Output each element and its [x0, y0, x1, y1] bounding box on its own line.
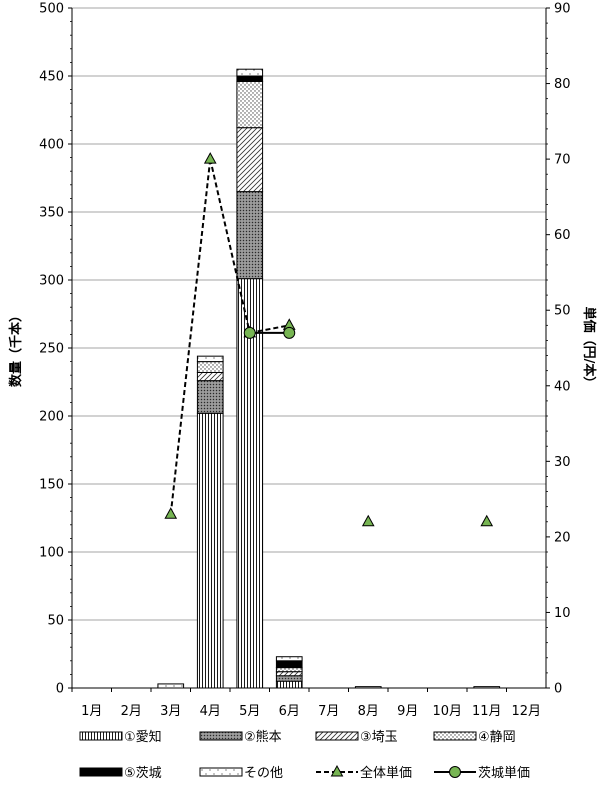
y2-tick-label: 70 [554, 153, 571, 168]
legend-swatch [79, 731, 123, 741]
y-tick-label: 150 [39, 478, 64, 493]
y-axis-title: 数量（千本） [8, 309, 24, 387]
y-tick-label: 200 [39, 410, 64, 425]
y-tick-label: 100 [39, 546, 64, 561]
line-segment-overall [249, 324, 290, 334]
legend-label: ④静岡 [478, 730, 516, 745]
bar-segment [196, 412, 224, 689]
y2-tick-label: 40 [554, 379, 571, 394]
x-tick-label: 11月 [472, 704, 502, 719]
bar-segment [196, 355, 224, 363]
bars [157, 68, 501, 689]
bar-segment [275, 675, 303, 682]
bar-segment [275, 667, 303, 673]
bar-segment [236, 68, 264, 77]
bar-segment [236, 80, 264, 129]
x-tick-label: 6月 [279, 704, 300, 719]
y2-tick-label: 0 [554, 682, 562, 697]
marker-ibaraki-price [243, 326, 256, 339]
bar-segment [275, 671, 303, 677]
legend-swatch [433, 731, 477, 741]
legend-label: ②熊本 [244, 729, 282, 745]
y-tick-label: 50 [47, 614, 64, 629]
x-tick-label: 3月 [160, 704, 181, 719]
legend-label: 全体単価 [360, 765, 412, 781]
y2-tick-label: 30 [554, 455, 571, 470]
y-tick-label: 500 [39, 2, 64, 17]
y-tick-label: 400 [39, 138, 64, 153]
y2-tick-label: 20 [554, 530, 571, 545]
legend-label: 茨城単価 [478, 765, 530, 781]
bar-segment [236, 191, 264, 280]
marker-overall-price [203, 152, 217, 164]
x-tick-label: 10月 [432, 704, 462, 719]
bar-segment [473, 686, 501, 689]
y-tick-label: 0 [56, 682, 64, 697]
bar-segment [236, 127, 264, 193]
x-tick-label: 8月 [358, 704, 379, 719]
bar-segment [236, 278, 264, 689]
y-tick-label: 300 [39, 274, 64, 289]
y2-axis-title: 単価（円/本） [581, 307, 597, 390]
x-tick-label: 7月 [318, 704, 339, 719]
x-tick-label: 12月 [511, 704, 541, 719]
x-tick-label: 2月 [121, 704, 142, 719]
x-tick-label: 4月 [200, 704, 221, 719]
legend-swatch-marker [330, 764, 344, 777]
bar-segment [196, 371, 224, 382]
legend-swatch [315, 731, 359, 741]
bar-segment [275, 660, 303, 669]
bar-segment [236, 75, 264, 82]
legend-label: ①愛知 [124, 729, 162, 745]
lines [164, 152, 494, 527]
y-tick-label: 450 [39, 70, 64, 85]
y2-tick-label: 90 [554, 2, 571, 17]
y-tick-label: 350 [39, 206, 64, 221]
bar-segment [196, 361, 224, 373]
line-segment-overall [169, 159, 212, 515]
y-axis-left: 0 50 100 150 200 250 300 350 400 450 500 [39, 2, 73, 697]
bar-segment [275, 656, 303, 662]
line-segment-overall [209, 158, 251, 334]
y2-tick-label: 80 [554, 77, 571, 92]
legend: ①愛知 ②熊本 ③埼玉 ④静岡 ⑤茨城 その他 全体単価 茨城単価 [79, 729, 530, 781]
marker-overall-price [361, 514, 375, 527]
legend-swatch [199, 767, 243, 777]
marker-ibaraki-price [283, 326, 296, 339]
legend-label: その他 [244, 766, 283, 781]
marker-overall-price [164, 507, 178, 519]
legend-label: ③埼玉 [360, 730, 398, 745]
legend-swatch [79, 767, 123, 777]
gridlines [72, 7, 546, 621]
x-tick-label: 5月 [239, 704, 260, 719]
x-tick-label: 1月 [81, 704, 102, 719]
legend-swatch [199, 731, 243, 741]
marker-overall-price [480, 514, 494, 527]
y2-tick-label: 60 [554, 228, 571, 243]
y2-tick-label: 50 [554, 304, 571, 319]
legend-swatch-marker [449, 766, 461, 778]
y-tick-label: 250 [39, 342, 64, 357]
bar-segment [157, 683, 185, 689]
y-axis-right: 0 10 20 30 40 50 60 70 80 90 [545, 2, 571, 697]
x-axis: 1月 2月 3月 4月 5月 6月 7月 8月 9月 10月 11月 12月 [71, 687, 546, 719]
bar-segment [275, 680, 303, 689]
bar-segment [196, 380, 224, 414]
bar-segment [354, 686, 382, 689]
y2-tick-label: 10 [554, 606, 571, 621]
legend-label: ⑤茨城 [124, 766, 162, 781]
x-tick-label: 9月 [397, 704, 418, 719]
